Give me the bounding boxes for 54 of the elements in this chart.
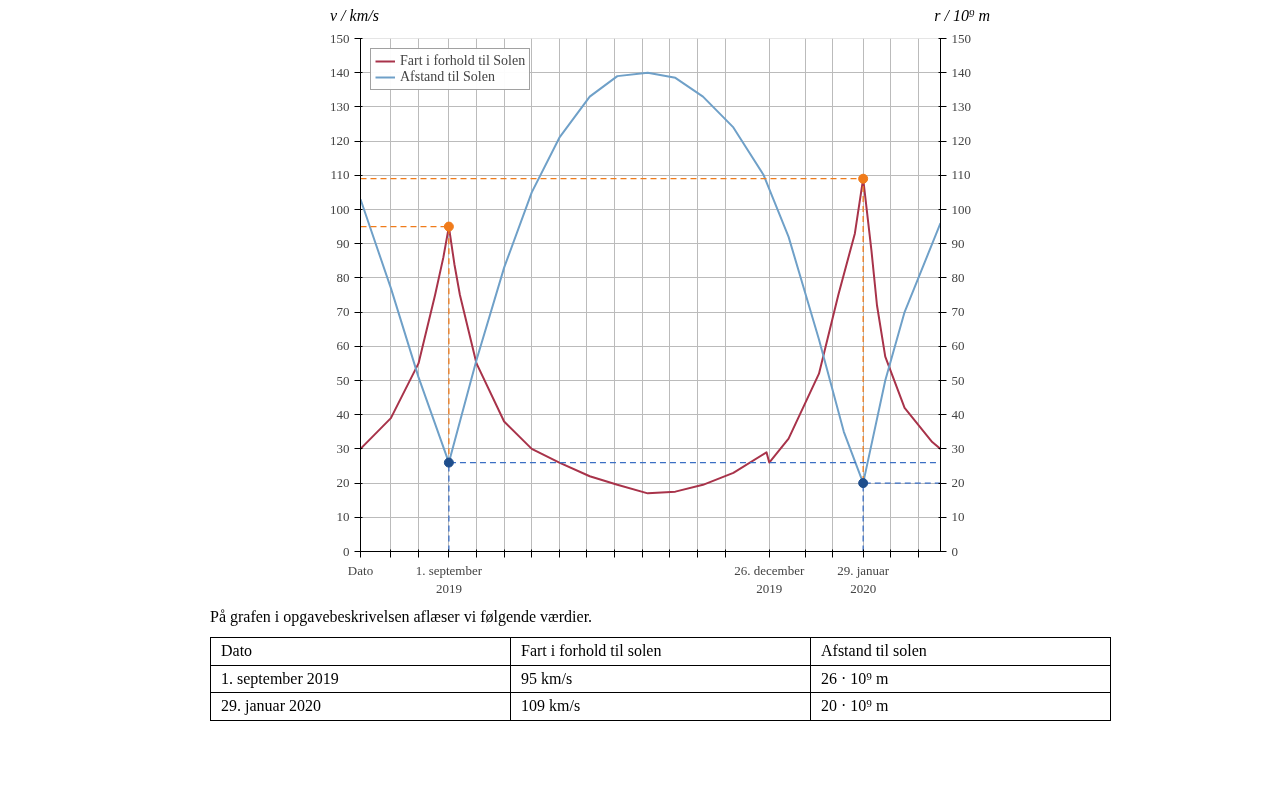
y-tick-label: 100: [330, 201, 350, 217]
y-tick-label: 50: [336, 372, 350, 388]
text: 95 km/s: [510, 665, 811, 693]
text: 109 km/s: [510, 692, 811, 721]
y2-tick-label: 30: [951, 440, 965, 456]
y2-tick-label: 70: [951, 303, 965, 319]
y-tick-label: 10: [336, 509, 350, 525]
y2-tick-label: 140: [951, 64, 971, 80]
y-tick-label: 110: [330, 167, 350, 183]
y-tick-label: 60: [336, 338, 350, 354]
x-tick-label: Dato: [347, 562, 374, 578]
y-tick-label: 70: [336, 303, 350, 319]
y2-axis-title: r / 10⁹ m: [934, 6, 990, 26]
text: 26 · 10⁹ m: [810, 665, 1111, 693]
y2-tick-label: 40: [951, 406, 965, 422]
y-tick-label: 130: [330, 98, 350, 114]
y2-tick-label: 80: [951, 269, 965, 285]
y2-tick-label: 0: [951, 543, 958, 559]
y-axis-title: v / km/s: [330, 6, 379, 26]
y-tick-label: 80: [336, 269, 350, 285]
y-tick-label: 90: [336, 235, 350, 251]
y2-tick-label: 130: [951, 98, 971, 114]
y2-tick-label: 20: [951, 474, 965, 490]
text: På grafen i opgavebeskrivelsen aflæser vi følgende værdier.: [210, 606, 594, 628]
x-tick-label: 1. september 2019: [415, 562, 483, 596]
legend-label: Afstand til Solen: [400, 68, 495, 85]
y2-tick-label: 10: [951, 509, 965, 525]
text: Afstand til solen: [810, 637, 1111, 666]
point: [858, 477, 869, 488]
y2-tick-label: 100: [951, 201, 971, 217]
point: [443, 457, 454, 468]
y2-tick-label: 50: [951, 372, 965, 388]
text: 1. september 2019: [210, 665, 511, 693]
y2-tick-label: 120: [951, 132, 971, 148]
x-tick-label: 29. januar 2020: [837, 562, 890, 596]
y-tick-label: 0: [343, 543, 350, 559]
x-tick-label: 26. december 2019: [734, 562, 805, 596]
text: Dato: [210, 637, 511, 666]
y-tick-label: 150: [330, 30, 350, 46]
y2-tick-label: 60: [951, 338, 965, 354]
y-tick-label: 140: [330, 64, 350, 80]
y-tick-label: 20: [336, 474, 350, 490]
point: [443, 221, 454, 232]
y2-tick-label: 150: [951, 30, 971, 46]
text: Fart i forhold til solen: [510, 637, 811, 666]
legend-label: Fart i forhold til Solen: [400, 52, 526, 69]
y2-tick-label: 110: [951, 167, 971, 183]
point: [858, 173, 869, 184]
y-tick-label: 120: [330, 132, 350, 148]
y-tick-label: 40: [336, 406, 350, 422]
y2-tick-label: 90: [951, 235, 965, 251]
text: 29. januar 2020: [210, 692, 511, 721]
text: 20 · 10⁹ m: [810, 692, 1111, 721]
y-tick-label: 30: [336, 440, 350, 456]
